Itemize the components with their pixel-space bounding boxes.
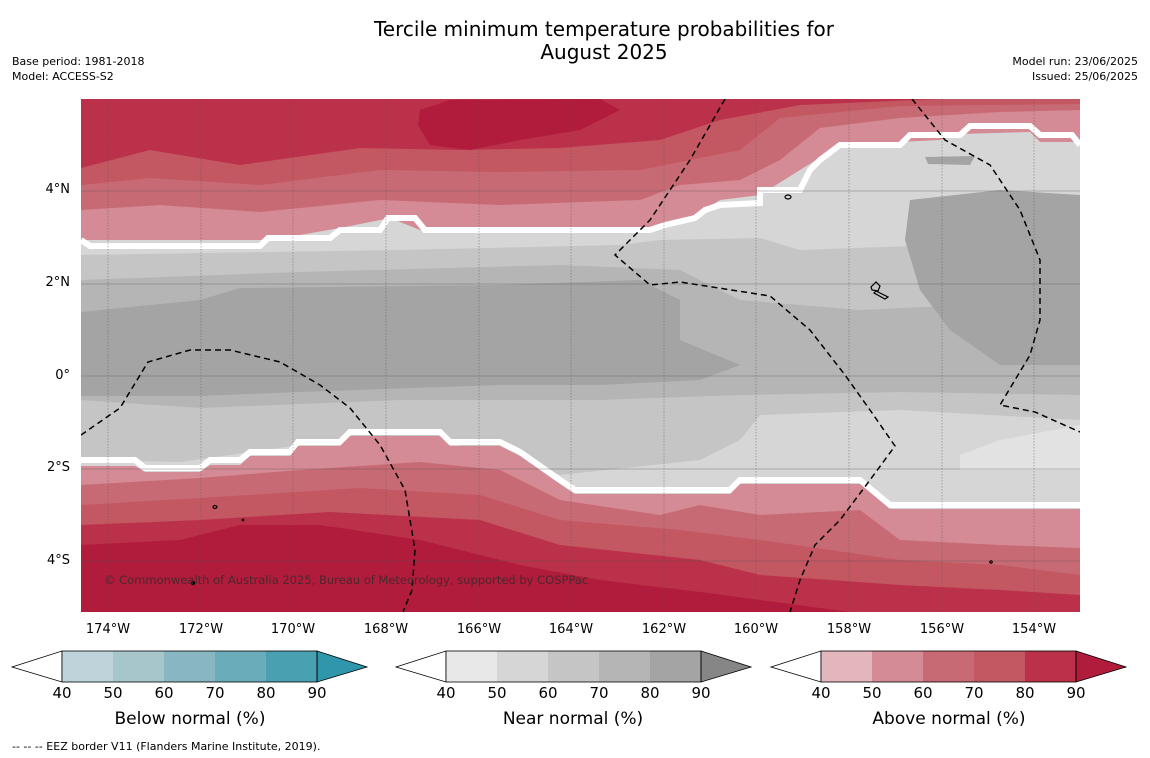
lon-tick-168w: 168°W (363, 622, 409, 637)
colorbar-near-normal (394, 650, 753, 683)
tercile-boundary-north (81, 123, 1080, 249)
above-normal-label: Above normal (%) (872, 709, 1026, 729)
near-normal-label: Near normal (%) (502, 709, 644, 729)
meta-right: Model run: 23/06/2025 Issued: 25/06/2025 (1012, 54, 1138, 84)
near-tick-80: 80 (640, 684, 660, 702)
above-tick-60: 60 (913, 684, 933, 702)
colorbar-below-normal (10, 650, 369, 683)
lon-tick-156w: 156°W (919, 622, 965, 637)
above-tick-40: 40 (811, 684, 831, 702)
colorbar-above-normal (769, 650, 1128, 683)
islands (190, 194, 993, 586)
above-tick-80: 80 (1015, 684, 1035, 702)
model-name: Model: ACCESS-S2 (12, 70, 114, 83)
lon-tick-160w: 160°W (733, 622, 779, 637)
above-normal-south-90 (81, 525, 850, 612)
title-line-1: Tercile minimum temperature probabilitie… (373, 17, 835, 41)
tercile-boundary-south (81, 429, 1080, 508)
below-tick-40: 40 (52, 684, 72, 702)
lat-tick-4s: 4°S (46, 553, 70, 568)
near-normal-40-east (960, 425, 1080, 470)
copyright-notice: © Commonwealth of Australia 2025, Bureau… (104, 573, 589, 587)
below-tick-60: 60 (154, 684, 174, 702)
near-tick-40: 40 (436, 684, 456, 702)
base-period: Base period: 1981-2018 (12, 55, 145, 68)
lon-tick-172w: 172°W (178, 622, 224, 637)
near-tick-50: 50 (487, 684, 507, 702)
above-tick-50: 50 (862, 684, 882, 702)
above-tick-90: 90 (1066, 684, 1086, 702)
eez-borders (81, 99, 1080, 612)
lat-tick-0: 0° (55, 368, 70, 383)
lon-tick-166w: 166°W (456, 622, 502, 637)
near-normal-80-patch (925, 156, 975, 165)
title-line-2: August 2025 (540, 40, 668, 64)
near-tick-90: 90 (691, 684, 711, 702)
probability-field (81, 99, 1080, 612)
lon-tick-162w: 162°W (641, 622, 687, 637)
lat-tick-4n: 4°N (45, 182, 71, 197)
near-tick-60: 60 (538, 684, 558, 702)
grid (81, 99, 1080, 612)
issued-date: Issued: 25/06/2025 (1031, 70, 1138, 83)
near-normal-80-east (905, 190, 1080, 365)
map-title: Tercile minimum temperature probabilitie… (0, 18, 1150, 64)
lon-tick-164w: 164°W (548, 622, 594, 637)
lon-tick-174w: 174°W (85, 622, 131, 637)
below-tick-80: 80 (256, 684, 276, 702)
near-tick-70: 70 (589, 684, 609, 702)
above-tick-70: 70 (964, 684, 984, 702)
below-normal-label: Below normal (%) (114, 709, 266, 729)
lon-tick-154w: 154°W (1011, 622, 1057, 637)
eez-footnote: -- -- -- EEZ border V11 (Flanders Marine… (12, 740, 321, 753)
lat-tick-2s: 2°S (46, 460, 70, 475)
model-run: Model run: 23/06/2025 (1012, 55, 1138, 68)
lon-tick-158w: 158°W (826, 622, 872, 637)
lat-tick-2n: 2°N (45, 275, 71, 290)
below-tick-90: 90 (307, 684, 327, 702)
below-tick-70: 70 (205, 684, 225, 702)
near-normal-80-band (81, 280, 740, 396)
meta-left: Base period: 1981-2018 Model: ACCESS-S2 (12, 54, 144, 84)
above-normal-north-90 (418, 99, 620, 150)
below-tick-50: 50 (103, 684, 123, 702)
lon-tick-170w: 170°W (270, 622, 316, 637)
